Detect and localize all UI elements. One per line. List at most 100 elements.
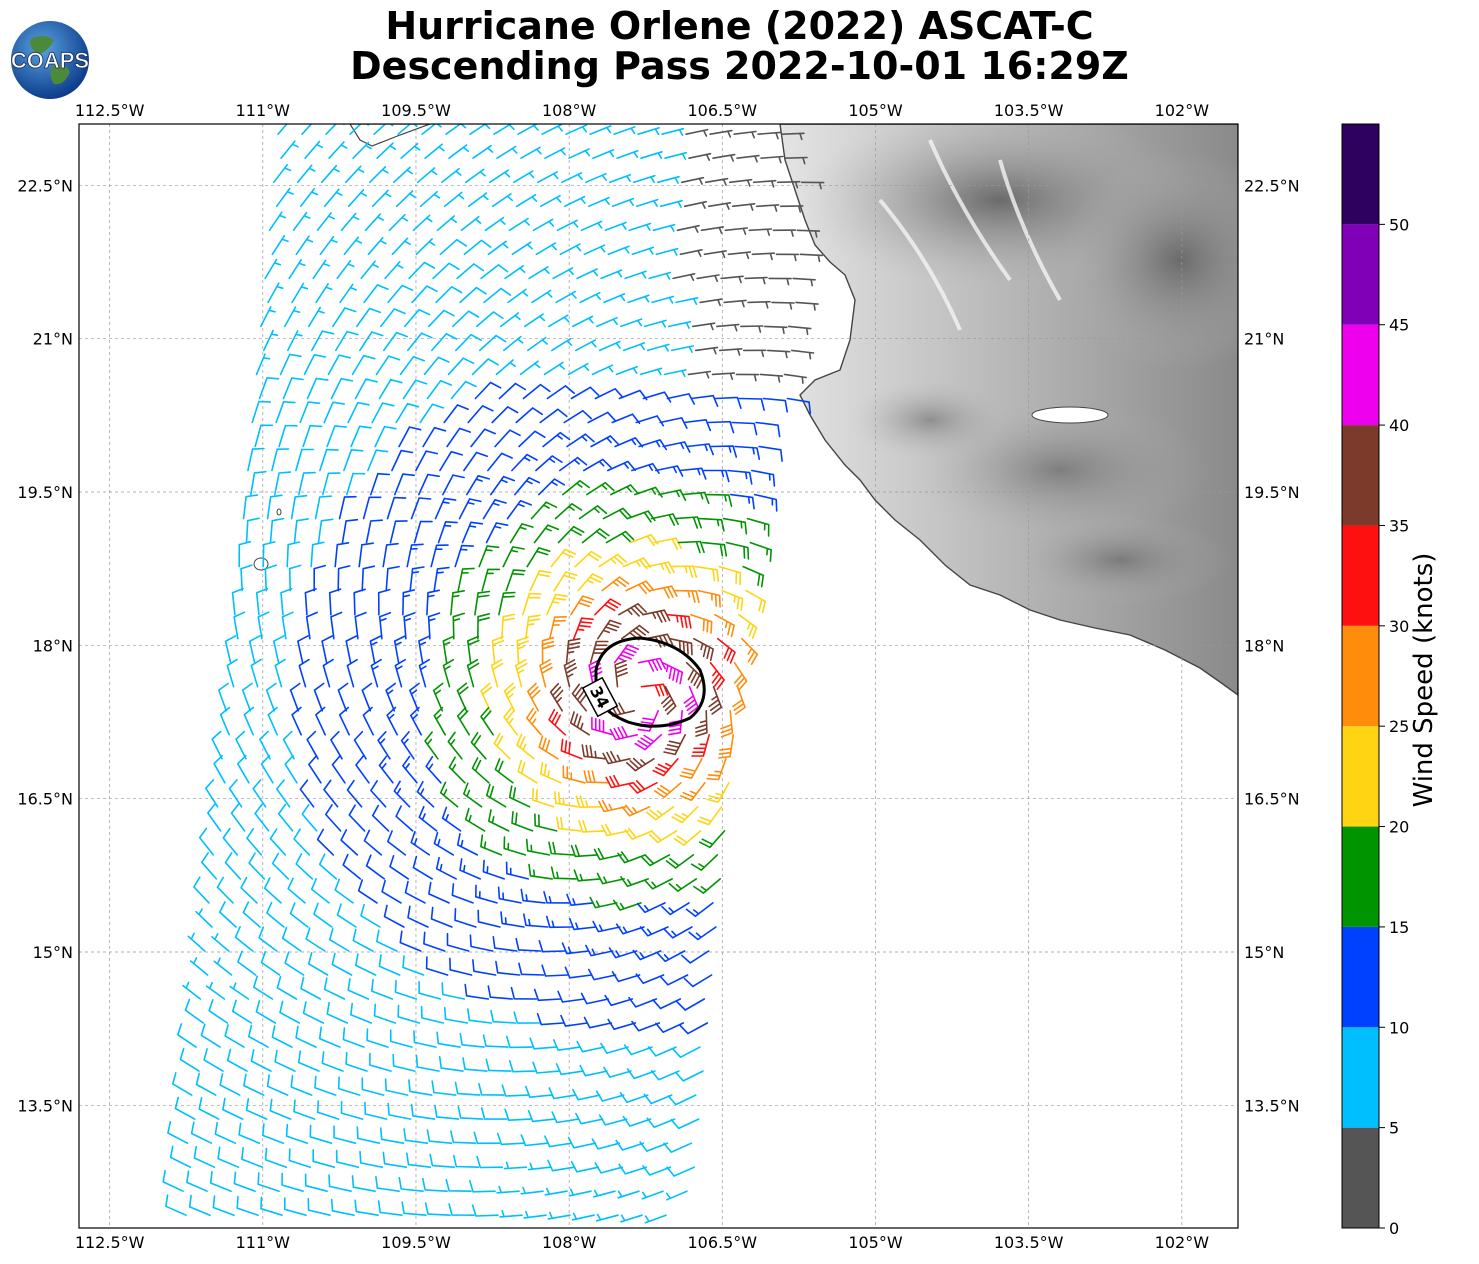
wind-barb [174, 1096, 196, 1120]
wind-barb [735, 373, 760, 382]
wind-barb [771, 301, 795, 310]
wind-barb [659, 974, 689, 986]
wind-barb [555, 290, 577, 304]
wind-barb [313, 902, 333, 928]
terrain-land [253, 124, 1238, 696]
wind-barb [523, 913, 549, 928]
wind-barb [231, 999, 253, 1024]
wind-barb [226, 1048, 248, 1072]
wind-barb [740, 325, 764, 333]
wind-barb [415, 1054, 440, 1072]
wind-barb [528, 266, 550, 280]
wind-barb [731, 421, 758, 436]
wind-barb [541, 636, 555, 664]
wind-barb [378, 755, 394, 784]
wind-barb [388, 213, 409, 232]
wind-barb [421, 124, 442, 135]
wind-barb [314, 495, 332, 520]
wind-barb [627, 294, 650, 304]
wind-barb [507, 288, 529, 304]
wind-barb [211, 730, 223, 760]
wind-barb [671, 1046, 701, 1058]
wind-barb [284, 755, 298, 784]
wind-barb [560, 1014, 589, 1027]
wind-barb [359, 1150, 384, 1168]
wind-barb [292, 211, 311, 232]
colorbar-bin-7 [1342, 425, 1379, 526]
wind-barb [673, 589, 700, 603]
wind-barb [545, 915, 573, 929]
wind-barb [413, 1030, 437, 1048]
wind-barb [480, 1107, 508, 1120]
wind-barb [299, 779, 315, 808]
wind-barb [274, 658, 286, 688]
colorbar-frame [1341, 123, 1380, 1229]
wind-barb [399, 930, 422, 952]
wind-barb [355, 755, 370, 784]
wind-barb [656, 950, 686, 963]
wind-barb [317, 518, 334, 544]
wind-barb [654, 782, 682, 798]
wind-barb [369, 635, 382, 664]
wind-barb [282, 377, 304, 400]
lat-tick-left-2: 19.5°N [17, 483, 73, 502]
wind-barb [659, 417, 688, 429]
colorbar-tick-label-3: 15 [1389, 918, 1409, 937]
wind-barb [505, 569, 526, 592]
wind-barb [456, 706, 470, 736]
wind-barb [485, 522, 509, 544]
wind-barb [391, 449, 414, 472]
wind-barb [516, 733, 535, 760]
wind-barb [607, 1018, 637, 1030]
wind-barb [615, 923, 645, 935]
wind-barb [574, 550, 602, 568]
wind-barb [527, 1162, 552, 1171]
wind-barb [618, 389, 648, 401]
wind-barb [616, 150, 639, 159]
wind-barb [693, 878, 721, 894]
wind-barb [583, 244, 606, 256]
wind-barb [335, 1149, 360, 1168]
wind-barb [319, 448, 339, 472]
wind-barb [448, 1203, 475, 1216]
wind-barb [459, 1032, 485, 1048]
wind-barb [336, 260, 355, 280]
wind-barb [257, 1172, 280, 1192]
wind-barb [279, 353, 302, 376]
wind-barb [330, 611, 343, 640]
wind-barb [496, 1185, 520, 1194]
wind-barb [615, 1139, 645, 1151]
wind-barb [378, 611, 392, 640]
wind-barb [343, 449, 364, 472]
wind-barb [214, 1122, 237, 1144]
wind-barb [609, 726, 638, 741]
colorbar-tick-label-7: 35 [1389, 516, 1409, 535]
wind-barb [611, 197, 635, 208]
wind-barb [698, 517, 725, 532]
wind-barb [486, 783, 507, 808]
wind-barb [520, 1134, 549, 1147]
gridlines [79, 124, 1238, 1228]
wind-barb [503, 682, 516, 712]
wind-barb [783, 373, 807, 384]
wind-barb [409, 566, 425, 592]
wind-barb [334, 542, 350, 568]
wind-barb [336, 903, 357, 928]
wind-barb [394, 979, 418, 1000]
wind-barb [305, 611, 318, 640]
wind-barb [169, 1145, 192, 1168]
wind-barb [701, 541, 728, 557]
wind-barb [454, 1081, 481, 1096]
wind-barb [788, 325, 812, 336]
wind-barb [387, 284, 414, 304]
wind-barb [364, 213, 384, 232]
wind-barb [618, 603, 647, 617]
wind-barb [539, 659, 553, 688]
wind-barb [685, 661, 704, 689]
wind-barb [386, 706, 398, 736]
wind-barb [341, 518, 359, 544]
wind-barb [394, 473, 415, 496]
wind-barb [253, 975, 274, 1000]
wind-barb [436, 215, 457, 232]
wind-barb [736, 154, 760, 163]
